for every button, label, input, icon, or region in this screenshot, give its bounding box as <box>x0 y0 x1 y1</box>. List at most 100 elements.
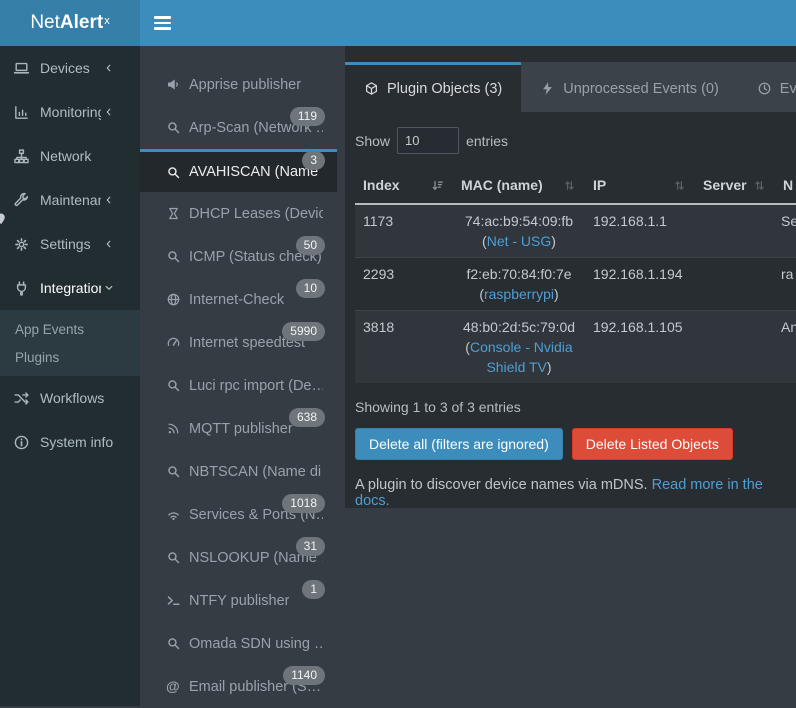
sort-both-icon <box>752 178 767 193</box>
tab-plugin-objects-3[interactable]: Plugin Objects (3) <box>345 62 521 112</box>
count-badge: 10 <box>296 279 325 298</box>
column-header-index[interactable]: Index <box>355 167 453 204</box>
device-name-link[interactable]: raspberrypi <box>484 286 554 302</box>
plugin-item-label: Omada SDN using … <box>189 636 323 652</box>
sidebar-item-label: Settings <box>40 236 101 252</box>
submenu-item-app-events[interactable]: App Events <box>0 315 140 343</box>
sidebar-item-label: Integrations <box>40 280 101 296</box>
cell-index: 2293 <box>355 258 453 311</box>
plugin-item-email-publisher-s[interactable]: @Email publisher (S…1140 <box>140 665 337 708</box>
laptop-icon <box>13 60 33 77</box>
count-badge: 638 <box>289 408 325 427</box>
sidebar-item-label: Network <box>40 148 130 164</box>
sidebar-item-workflows[interactable]: Workflows <box>0 376 140 420</box>
page-size-value: 10 <box>405 133 451 148</box>
plugin-item-label: Internet-Check <box>189 292 284 308</box>
info-icon <box>13 434 33 451</box>
sidebar-item-maintenance[interactable]: Maintenance <box>0 178 140 222</box>
device-name-link[interactable]: Console - Nvidia Shield TV <box>470 339 573 375</box>
count-badge: 1 <box>302 580 325 599</box>
column-header-ip[interactable]: IP <box>585 167 695 204</box>
cell-ip: 192.168.1.105 <box>585 311 695 384</box>
sidebar-item-integrations[interactable]: Integrations <box>0 266 140 310</box>
hourglass-icon <box>166 206 185 221</box>
sidebar-item-label: Maintenance <box>40 192 101 208</box>
cell-name-clipped: ra <box>775 258 796 311</box>
plugin-item-luci-rpc-import-de[interactable]: Luci rpc import (De… <box>140 364 337 407</box>
plugin-item-label: DHCP Leases (Devic… <box>189 206 323 222</box>
sidebar-item-settings[interactable]: Settings <box>0 222 140 266</box>
column-label: N <box>783 177 796 193</box>
rss-icon <box>166 421 185 436</box>
search-icon <box>166 249 185 264</box>
device-name-link[interactable]: Net - USG <box>487 233 552 249</box>
wrench-icon <box>13 192 33 209</box>
entries-label: entries <box>466 133 508 149</box>
device-name: (Console - Nvidia Shield TV) <box>461 337 577 377</box>
plugin-item-nbtscan-name-di[interactable]: NBTSCAN (Name di… <box>140 450 337 493</box>
cell-mac-name: 48:b0:2d:5c:79:0d(Console - Nvidia Shiel… <box>453 311 585 384</box>
plugin-item-services-ports-n[interactable]: Services & Ports (N…1018 <box>140 493 337 536</box>
search-icon <box>166 120 185 135</box>
mac-address: 48:b0:2d:5c:79:0d <box>461 317 577 337</box>
cell-index: 1173 <box>355 204 453 258</box>
sidebar-item-monitoring[interactable]: Monitoring <box>0 90 140 134</box>
chart-icon <box>13 104 33 121</box>
network-icon <box>13 148 33 165</box>
main-sidebar: Devices Monitoring Network Maintenance Setti… <box>0 46 140 706</box>
page-size-select[interactable]: 10 <box>397 127 459 154</box>
column-label: IP <box>593 177 672 193</box>
plugin-item-dhcp-leases-devic[interactable]: DHCP Leases (Devic… <box>140 192 337 235</box>
search-icon <box>166 464 185 479</box>
plugin-item-arp-scan-network[interactable]: Arp-Scan (Network …119 <box>140 106 337 149</box>
chevron-left-icon <box>103 106 123 118</box>
show-label: Show <box>355 133 390 149</box>
plugin-description: A plugin to discover device names via mD… <box>355 477 796 508</box>
chevron-down-icon <box>103 282 123 294</box>
count-badge: 1140 <box>283 666 325 685</box>
plugin-item-icmp-status-check[interactable]: ICMP (Status check)50 <box>140 235 337 278</box>
sidebar-item-network[interactable]: Network <box>0 134 140 178</box>
main-content: Plugin Objects (3)Unprocessed Events (0)… <box>337 46 796 706</box>
plugin-item-label: Luci rpc import (De… <box>189 378 323 394</box>
column-header-n: N <box>775 167 796 204</box>
sidebar-item-devices[interactable]: Devices <box>0 46 140 90</box>
sidebar-item-system-info[interactable]: System info <box>0 420 140 464</box>
column-header-mac-name[interactable]: MAC (name) <box>453 167 585 204</box>
brand-net: Net <box>30 12 60 34</box>
plugin-item-label: NBTSCAN (Name di… <box>189 464 323 480</box>
delete-listed-button[interactable]: Delete Listed Objects <box>572 428 733 460</box>
clock-icon <box>757 81 772 96</box>
count-badge: 119 <box>290 107 325 126</box>
plugin-item-omada-sdn-using[interactable]: Omada SDN using … <box>140 622 337 665</box>
plugin-item-avahiscan-name[interactable]: AVAHISCAN (Name …3 <box>140 149 337 192</box>
brand-sup: x <box>104 15 110 27</box>
cell-name-clipped: An <box>775 311 796 384</box>
cell-server <box>695 311 775 384</box>
cell-mac-name: 74:ac:b9:54:09:fb(Net - USG) <box>453 204 585 258</box>
submenu-item-plugins[interactable]: Plugins <box>0 343 140 371</box>
mac-address: 74:ac:b9:54:09:fb <box>461 211 577 231</box>
tab-events-history-6[interactable]: Events History (6) <box>738 62 796 112</box>
plugin-item-apprise-publisher[interactable]: Apprise publisher <box>140 63 337 106</box>
sidebar-item-label: Monitoring <box>40 104 101 120</box>
count-badge: 1018 <box>282 494 325 513</box>
plugin-item-internet-check[interactable]: Internet-Check 10 <box>140 278 337 321</box>
column-label: Index <box>363 177 430 193</box>
cell-mac-name: f2:eb:70:84:f0:7e(raspberrypi) <box>453 258 585 311</box>
plugin-item-nslookup-name[interactable]: NSLOOKUP (Name …31 <box>140 536 337 579</box>
delete-all-button[interactable]: Delete all (filters are ignored) <box>355 428 563 460</box>
bolt-icon <box>540 81 555 96</box>
sidebar-toggle-button[interactable] <box>140 0 184 46</box>
column-header-server[interactable]: Server <box>695 167 775 204</box>
action-buttons: Delete all (filters are ignored) Delete … <box>355 428 796 460</box>
tab-unprocessed-events-0[interactable]: Unprocessed Events (0) <box>521 62 738 112</box>
